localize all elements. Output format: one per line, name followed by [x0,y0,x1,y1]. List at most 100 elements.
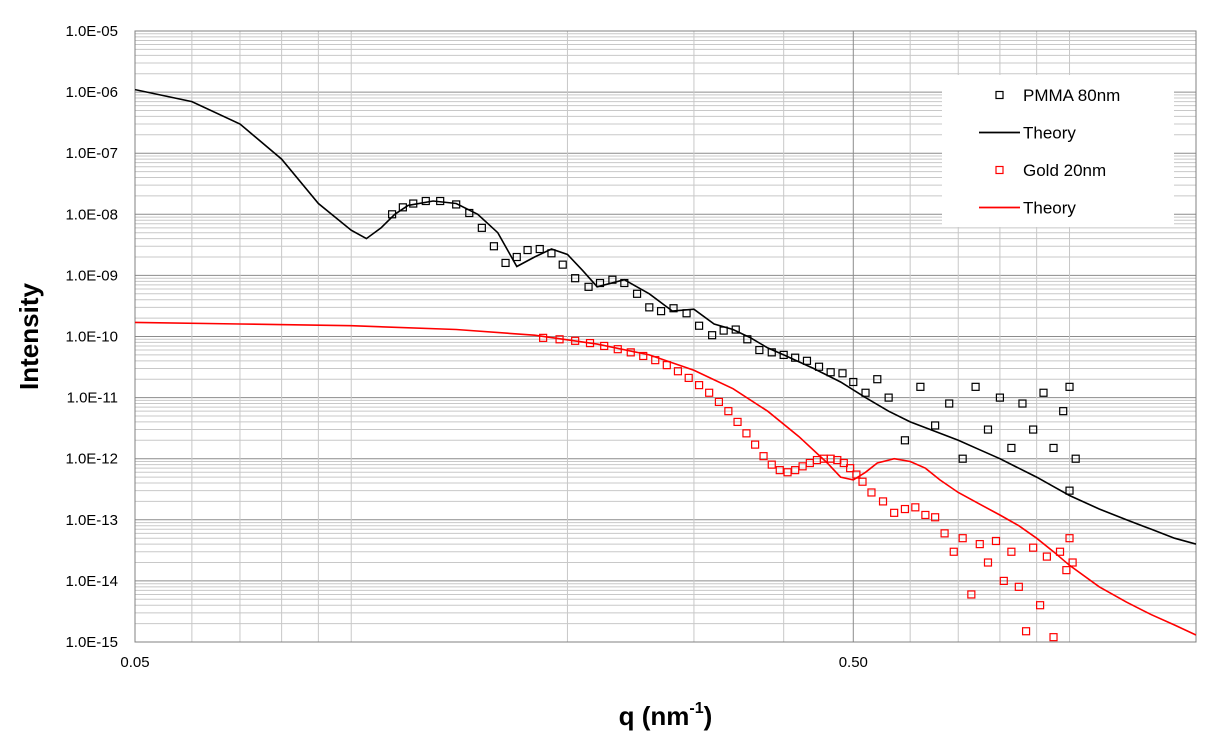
data-point [1007,547,1016,556]
series-clip-group [135,88,1196,642]
data-point [1049,633,1058,642]
data-point [539,333,548,342]
y-tick-label: 1.0E-12 [65,451,118,468]
data-point [632,289,642,298]
data-point [890,508,899,517]
data-point [759,452,768,461]
data-point [949,547,958,556]
data-point [802,356,812,365]
x-axis-title-superscript: -1 [689,700,703,717]
legend-label: Gold 20nm [1023,161,1106,180]
y-axis-title: Intensity [14,283,44,390]
data-point [867,488,876,497]
data-point [1029,425,1038,434]
data-point [916,382,925,391]
data-point [742,429,751,438]
data-point [858,477,867,486]
data-point [767,460,776,469]
legend-marker-swatch [995,90,1004,100]
series-line [135,321,1196,636]
data-point [967,590,976,599]
x-tick-label: 0.05 [120,654,149,671]
data-point [873,375,882,384]
y-tick-label: 1.0E-09 [65,267,118,284]
y-tick-label: 1.0E-06 [65,84,118,101]
data-point [1014,582,1023,591]
data-point [849,377,858,387]
data-point [814,362,824,371]
data-point [884,393,893,402]
y-tick-label: 1.0E-10 [65,329,118,346]
data-point [878,497,888,506]
data-point [1029,543,1038,552]
series-0 [388,196,1080,495]
data-point [571,274,580,283]
legend-label: Theory [1023,124,1076,143]
data-point [501,258,510,268]
data-point [1007,443,1016,453]
data-point [846,464,855,473]
data-point [911,503,920,512]
data-point [983,425,993,434]
tick-labels: 1.0E-05 1.0E-06 1.0E-07 1.0E-08 1.0E-09 1.0E-… [65,23,867,671]
data-point [839,458,848,468]
series-3 [135,321,1196,636]
data-point [900,504,910,514]
data-point [714,397,724,407]
data-point [1059,407,1068,416]
legend: PMMA 80nm Theory Gold 20nm Theory [942,75,1174,227]
data-point [733,417,742,427]
data-point [900,436,910,445]
data-point [1035,601,1045,610]
legend-label: Theory [1023,199,1076,218]
data-point [1049,443,1058,453]
data-point [991,536,1001,546]
data-point [1065,486,1074,495]
data-point [1055,547,1065,556]
data-point [724,407,733,416]
data-point [639,351,648,361]
data-point [861,388,870,397]
data-point [783,468,792,477]
series-layer [135,88,1196,642]
x-axis-title: q (nm-1) [619,700,713,731]
data-point [558,260,567,269]
data-point [931,513,940,522]
data-point [705,388,714,397]
data-point [694,381,704,390]
legend-item: Theory [979,124,1076,143]
y-tick-label: 1.0E-05 [65,23,118,40]
data-point [945,399,954,408]
plot-area [134,30,1197,643]
series-1 [135,88,1196,545]
data-point [656,307,666,316]
y-tick-label: 1.0E-13 [65,512,118,529]
data-point [694,321,704,330]
y-tick-label: 1.0E-11 [67,390,118,407]
y-tick-label: 1.0E-07 [65,145,118,162]
data-point [971,382,980,391]
data-point [535,244,544,254]
data-point [1065,382,1074,391]
data-point [751,440,760,449]
y-tick-label: 1.0E-14 [65,573,118,590]
x-axis-title-close: ) [704,701,713,731]
series-line [135,88,1196,545]
data-point [684,373,693,383]
data-point [1021,627,1031,636]
data-point [1062,566,1071,575]
data-point [975,540,984,549]
data-point [523,245,532,255]
data-point [995,393,1005,402]
data-point [958,534,967,543]
y-tick-label: 1.0E-08 [65,206,118,223]
data-point [1071,454,1080,463]
x-tick-label: 0.50 [839,654,868,671]
data-point [1068,558,1077,567]
data-point [921,510,930,520]
data-point [1039,388,1048,397]
data-point [1018,399,1027,408]
data-point [489,242,499,251]
